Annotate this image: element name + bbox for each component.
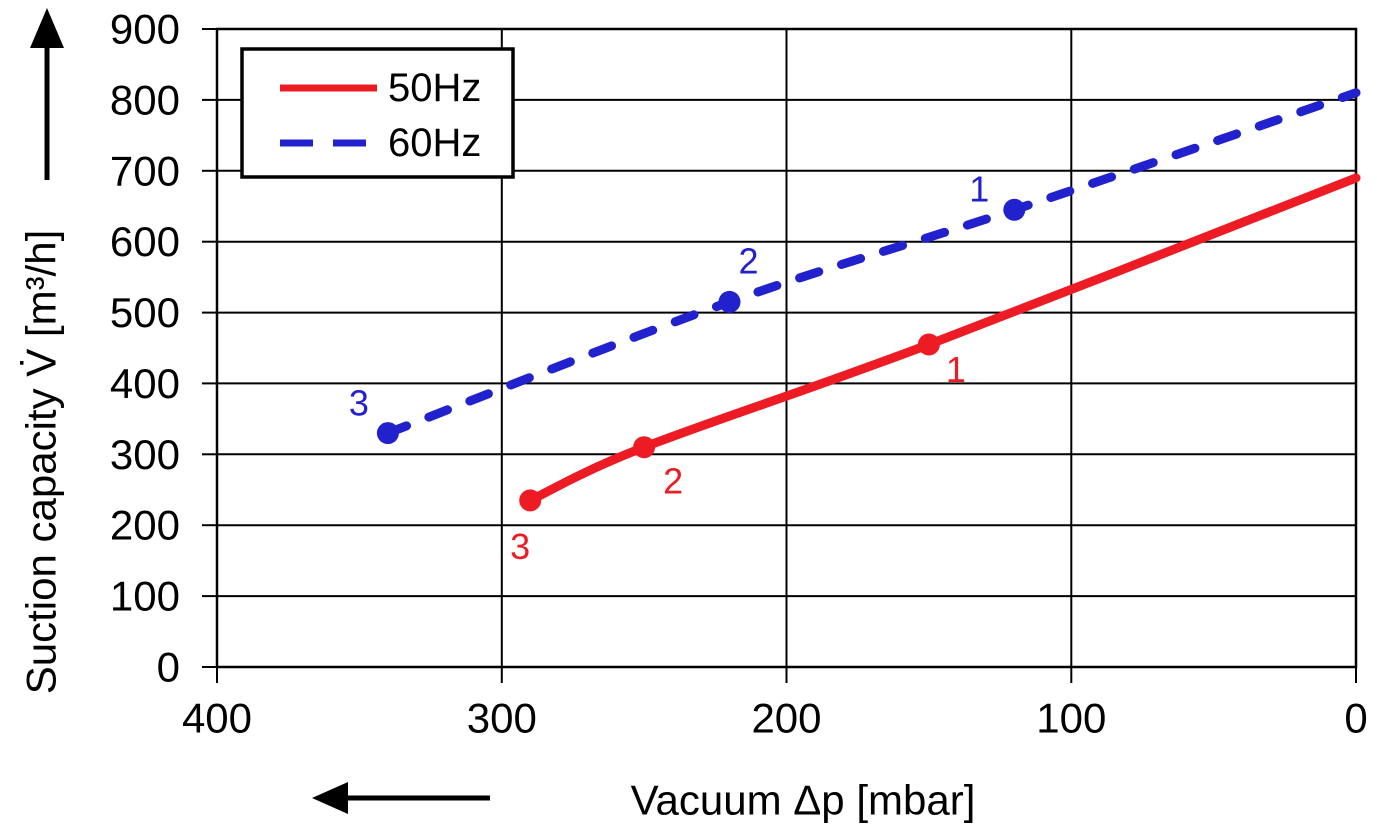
y-tick-labels: 900 800 700 600 500 400 300 200 100 0 <box>110 6 180 691</box>
tick-layer <box>202 28 1357 683</box>
y-tick-label: 100 <box>110 573 180 620</box>
y-tick-label: 600 <box>110 218 180 265</box>
y-tick-label: 200 <box>110 502 180 549</box>
x-tick-label: 300 <box>467 695 537 742</box>
y-tick-label: 700 <box>110 147 180 194</box>
x-arrow-head <box>312 782 348 814</box>
series-curve-50hz <box>525 173 1361 505</box>
x-axis-arrow-icon <box>312 782 490 814</box>
x-tick-label: 100 <box>1036 695 1106 742</box>
data-point-label: 2 <box>738 240 758 281</box>
y-tick-label: 400 <box>110 360 180 407</box>
x-tick-label: 200 <box>751 695 821 742</box>
legend: 50Hz 60Hz <box>240 47 515 179</box>
series-curve-60hz <box>383 88 1361 438</box>
data-point-marker <box>1003 198 1026 221</box>
data-point-marker <box>633 436 656 459</box>
legend-label-60hz: 60Hz <box>388 121 481 165</box>
data-point-marker <box>519 489 542 512</box>
series-layer: 3 2 1 3 2 1 <box>349 88 1361 567</box>
legend-box <box>240 47 515 179</box>
x-tick-label: 0 <box>1344 695 1367 742</box>
y-tick-label: 500 <box>110 289 180 336</box>
data-point-label: 3 <box>349 383 369 424</box>
y-axis-title: Suction capacity V̇ [m³/h] <box>18 230 65 695</box>
legend-label-50hz: 50Hz <box>388 66 481 110</box>
y-axis-arrow-icon <box>30 8 64 180</box>
x-axis-title: Vacuum Δp [mbar] <box>631 777 976 824</box>
data-point-marker <box>376 422 399 445</box>
y-tick-label: 0 <box>157 644 180 691</box>
data-point-label: 1 <box>969 168 989 209</box>
data-point-label: 2 <box>663 461 683 502</box>
data-point-label: 1 <box>946 349 966 390</box>
y-arrow-head <box>30 8 64 48</box>
x-tick-label: 400 <box>182 695 252 742</box>
y-tick-label: 800 <box>110 76 180 123</box>
data-point-label: 3 <box>510 526 530 567</box>
data-point-marker <box>917 333 940 356</box>
y-tick-label: 900 <box>110 6 180 53</box>
plot-area <box>215 27 1358 669</box>
y-tick-label: 300 <box>110 431 180 478</box>
data-point-marker <box>718 290 741 313</box>
x-tick-labels: 400 300 200 100 0 <box>182 695 1368 742</box>
